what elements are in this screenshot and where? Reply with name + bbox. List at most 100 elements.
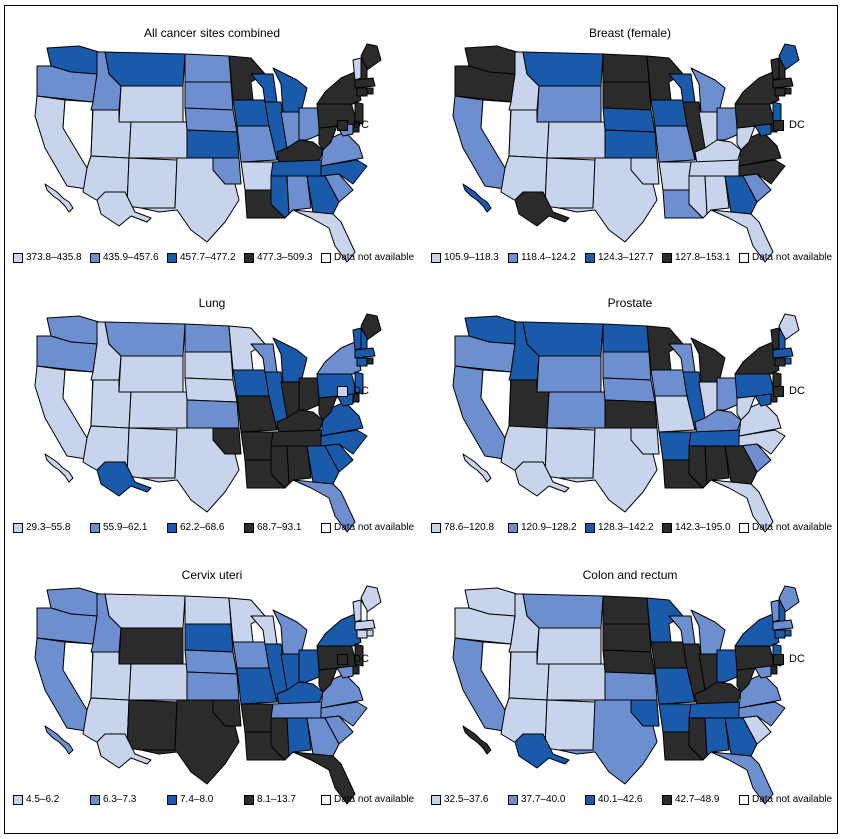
state-vt — [770, 57, 780, 81]
state-mt — [104, 51, 186, 87]
legend-label: Data not available — [752, 252, 833, 263]
state-ak — [514, 733, 570, 769]
state-wy — [118, 355, 184, 393]
state-oh — [716, 649, 740, 683]
state-ms — [270, 175, 290, 219]
state-ri — [784, 629, 792, 637]
state-ak — [514, 191, 570, 227]
legend: 105.9–118.3 118.4–124.2 124.3–127.7 127.8–1… — [431, 252, 833, 268]
panel-title: All cancer sites combined — [143, 26, 281, 40]
legend-swatch — [739, 253, 749, 263]
state-wi — [668, 343, 696, 373]
state-ny — [734, 341, 780, 375]
panel-title: Prostate — [607, 296, 653, 310]
state-sd — [602, 623, 652, 653]
state-ms — [688, 175, 708, 219]
state-ri — [366, 87, 374, 95]
state-al — [704, 175, 730, 215]
legend-swatch — [13, 523, 23, 533]
state-al — [286, 717, 312, 757]
legend-swatch — [508, 253, 518, 263]
state-co — [128, 121, 188, 159]
legend-label: 142.3–195.0 — [675, 522, 731, 533]
state-ct — [774, 87, 786, 97]
legend-label: 457.7–477.2 — [180, 252, 236, 263]
state-ma — [354, 347, 376, 359]
legend-label: 29.3–55.8 — [26, 522, 71, 533]
legend: 29.3–55.8 55.9–62.1 62.2–68.6 68.7–93.1 Data… — [13, 522, 415, 538]
state-nc — [738, 159, 786, 185]
state-mt — [104, 321, 186, 357]
state-ar — [240, 703, 274, 733]
state-tn — [688, 429, 742, 447]
state-al — [704, 717, 730, 757]
state-ct — [356, 357, 368, 367]
state-nm — [126, 157, 178, 209]
state-me — [360, 585, 382, 613]
state-ma — [354, 77, 376, 89]
state-ne — [602, 649, 656, 675]
state-wi — [250, 343, 278, 373]
state-ri — [366, 357, 374, 365]
state-nd — [184, 323, 232, 353]
state-ne — [602, 107, 656, 133]
dc-box — [337, 654, 348, 665]
state-ks — [186, 671, 240, 701]
panel-2: Lung DC 29.3–55.8 55.9–62.1 62.2–68.6 68.7–… — [7, 278, 417, 554]
legend-label: 7.4–8.0 — [180, 794, 214, 805]
state-nd — [184, 595, 232, 625]
legend-swatch — [167, 795, 177, 805]
state-nj — [354, 643, 364, 667]
state-sd — [184, 351, 234, 381]
state-wy — [118, 85, 184, 123]
state-wi — [250, 73, 278, 103]
us-map — [34, 585, 382, 805]
state-ia — [232, 369, 270, 397]
legend-label: Data not available — [334, 252, 415, 263]
state-nc — [320, 429, 368, 455]
legend-label: 42.7–48.9 — [675, 794, 720, 805]
state-ne — [184, 649, 238, 675]
state-md — [754, 393, 772, 407]
state-ms — [270, 717, 290, 761]
legend-label: 37.7–40.0 — [521, 794, 566, 805]
state-ar — [658, 703, 692, 733]
state-ny — [316, 613, 362, 647]
legend-swatch — [321, 523, 331, 533]
legend-label: 8.1–13.7 — [257, 794, 296, 805]
state-sd — [602, 351, 652, 381]
state-nd — [602, 595, 650, 625]
state-fl — [710, 209, 774, 263]
state-nm — [544, 699, 596, 751]
state-vt — [352, 327, 362, 351]
state-wi — [668, 615, 696, 645]
state-wy — [536, 355, 602, 393]
dc-label: DC — [353, 653, 369, 665]
legend-swatch — [431, 253, 441, 263]
state-nc — [738, 429, 786, 455]
state-ok — [604, 427, 660, 455]
state-ny — [734, 613, 780, 647]
legend-swatch — [90, 523, 100, 533]
state-nd — [602, 53, 650, 83]
state-vt — [352, 57, 362, 81]
legend-label: Data not available — [752, 794, 833, 805]
legend-label: 62.2–68.6 — [180, 522, 225, 533]
legend-label: Data not available — [334, 522, 415, 533]
panel-title: Colon and rectum — [582, 568, 678, 582]
state-ak — [96, 733, 152, 769]
panel-4: Cervix uteri DC 4.5–6.2 6.3–7.3 7.4–8.0 8.1… — [7, 550, 417, 826]
state-sd — [184, 81, 234, 111]
state-mt — [104, 593, 186, 629]
state-ms — [688, 717, 708, 761]
state-ma — [354, 619, 376, 631]
state-de — [352, 665, 360, 675]
state-oh — [298, 107, 322, 141]
us-map — [452, 585, 800, 805]
legend-swatch — [662, 523, 672, 533]
legend-swatch — [321, 253, 331, 263]
dc-box — [773, 386, 784, 397]
state-me — [778, 585, 800, 613]
panel-title: Lung — [198, 296, 226, 310]
state-ri — [366, 629, 374, 637]
